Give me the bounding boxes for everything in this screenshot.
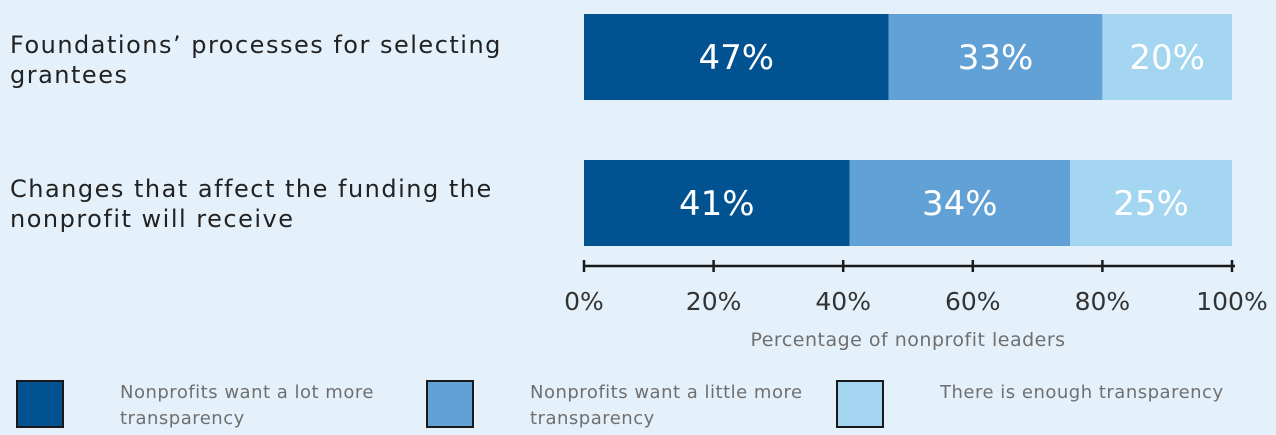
x-tick-label-2: 40% [815, 287, 871, 316]
bar-segment-1-2 [1070, 160, 1232, 246]
category-label-0: Foundations’ processes for selecting gra… [10, 31, 502, 89]
bar-segment-1-0 [584, 160, 850, 246]
stacked-bar-chart: 47% 33% 20% 41% 34% 25% 0% 20% 40% 60% 80% 100% Perc… [564, 14, 1268, 351]
x-tick-label-4: 80% [1075, 287, 1131, 316]
legend-label-2: There is enough transparency [940, 382, 1224, 403]
legend-label-1: Nonprofits want a little more transparen… [530, 382, 803, 429]
bar-value-label-1-2: 25% [1113, 184, 1189, 224]
x-tick-label-3: 60% [945, 287, 1001, 316]
x-tick-label-5: 100% [1196, 287, 1267, 316]
category-label-1: Changes that affect the funding the nonp… [10, 175, 493, 233]
bar-value-label-1-0: 41% [679, 184, 755, 224]
x-tick-label-1: 20% [686, 287, 742, 316]
legend-swatch-1 [426, 380, 474, 428]
bar-segment-0-0 [584, 14, 889, 100]
bar-value-label-0-1: 33% [958, 38, 1034, 78]
x-tick-label-0: 0% [564, 287, 604, 316]
bar-segment-0-1 [888, 14, 1103, 100]
bar-value-label-1-1: 34% [922, 184, 998, 224]
legend-label-0: Nonprofits want a lot more transparency [120, 382, 374, 429]
bar-value-label-0-0: 47% [698, 38, 774, 78]
bar-segment-0-2 [1102, 14, 1232, 100]
legend-swatch-0 [16, 380, 64, 428]
bar-value-label-0-2: 20% [1129, 38, 1205, 78]
x-axis-title: Percentage of nonprofit leaders [750, 329, 1065, 351]
bar-segment-1-1 [849, 160, 1070, 246]
legend-swatch-2 [836, 380, 884, 428]
